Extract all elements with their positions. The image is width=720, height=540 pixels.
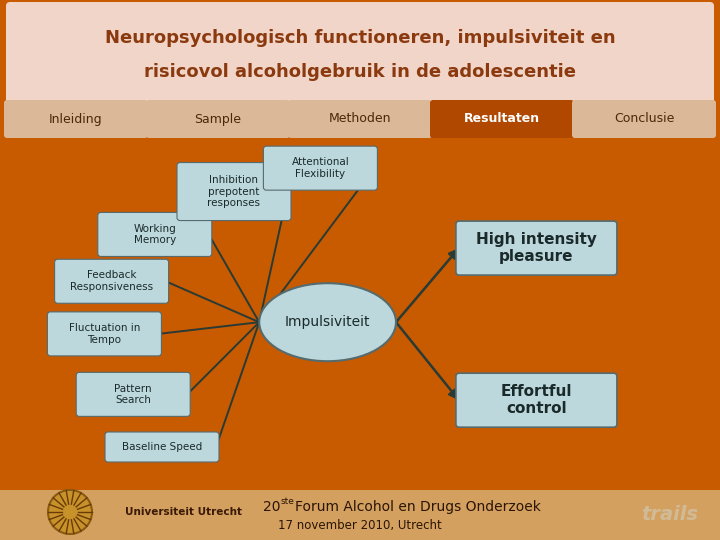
Text: trails: trails	[642, 504, 698, 523]
FancyBboxPatch shape	[572, 100, 716, 138]
FancyBboxPatch shape	[55, 259, 168, 303]
Text: risicovol alcoholgebruik in de adolescentie: risicovol alcoholgebruik in de adolescen…	[144, 63, 576, 81]
Text: Forum Alcohol en Drugs Onderzoek: Forum Alcohol en Drugs Onderzoek	[295, 500, 541, 514]
Bar	[0, 490, 720, 540]
FancyBboxPatch shape	[76, 373, 190, 416]
Text: Pattern
Search: Pattern Search	[114, 383, 152, 405]
Text: Fluctuation in
Tempo: Fluctuation in Tempo	[68, 323, 140, 345]
FancyBboxPatch shape	[264, 146, 377, 190]
FancyBboxPatch shape	[6, 2, 714, 105]
Bar	[0, 135, 720, 525]
Text: Resultaten: Resultaten	[464, 112, 540, 125]
Text: Sample: Sample	[194, 112, 241, 125]
FancyBboxPatch shape	[48, 312, 161, 356]
Text: Inleiding: Inleiding	[49, 112, 103, 125]
FancyBboxPatch shape	[4, 100, 148, 138]
FancyBboxPatch shape	[177, 163, 291, 220]
Text: Methoden: Methoden	[329, 112, 391, 125]
Text: Working
Memory: Working Memory	[133, 224, 176, 245]
Text: 17 november 2010, Utrecht: 17 november 2010, Utrecht	[278, 518, 442, 531]
FancyBboxPatch shape	[430, 100, 574, 138]
Text: Feedback
Responsiveness: Feedback Responsiveness	[70, 271, 153, 292]
Polygon shape	[410, 525, 720, 540]
Text: Impulsiviteit: Impulsiviteit	[285, 315, 370, 329]
FancyBboxPatch shape	[456, 373, 617, 427]
FancyBboxPatch shape	[105, 432, 219, 462]
FancyBboxPatch shape	[98, 212, 212, 256]
Circle shape	[48, 490, 92, 534]
Text: Conclusie: Conclusie	[614, 112, 674, 125]
Text: Inhibition
prepotent
responses: Inhibition prepotent responses	[207, 175, 261, 208]
FancyBboxPatch shape	[146, 100, 290, 138]
Ellipse shape	[259, 283, 396, 361]
Text: Baseline Speed: Baseline Speed	[122, 442, 202, 452]
FancyBboxPatch shape	[288, 100, 432, 138]
Text: ste: ste	[281, 497, 295, 507]
Text: Universiteit Utrecht: Universiteit Utrecht	[125, 507, 242, 517]
FancyBboxPatch shape	[456, 221, 617, 275]
Text: 20: 20	[263, 500, 280, 514]
Text: Neuropsychologisch functioneren, impulsiviteit en: Neuropsychologisch functioneren, impulsi…	[104, 29, 616, 47]
Text: High intensity
pleasure: High intensity pleasure	[476, 232, 597, 264]
Text: Attentional
Flexibility: Attentional Flexibility	[292, 157, 349, 179]
Text: Effortful
control: Effortful control	[500, 384, 572, 416]
